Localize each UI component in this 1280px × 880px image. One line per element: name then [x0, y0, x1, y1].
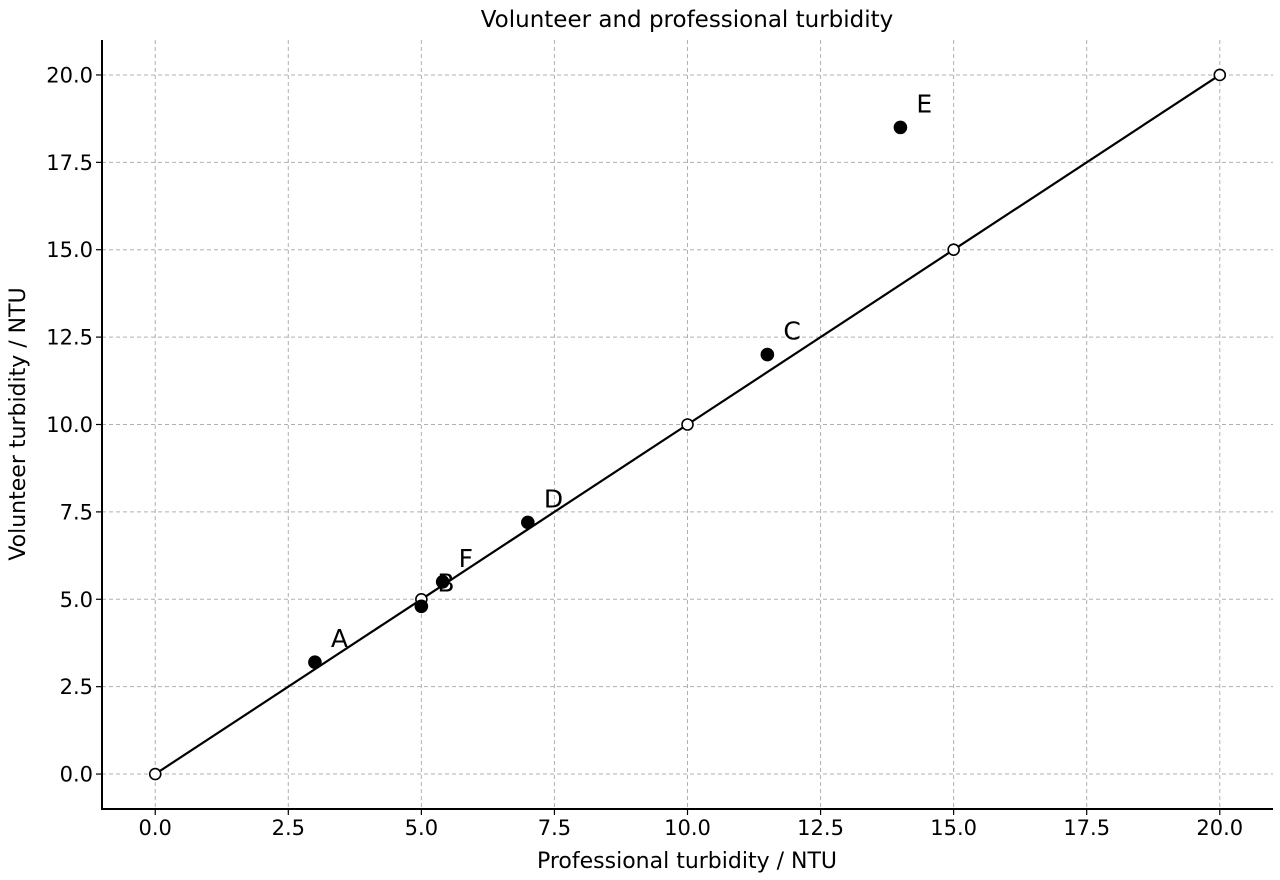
- point-label-c: C: [783, 317, 800, 346]
- reference-marker: [681, 418, 694, 431]
- x-tick-label: 12.5: [797, 816, 844, 840]
- y-tick-label: 5.0: [60, 588, 93, 612]
- x-tick-label: 2.5: [272, 816, 305, 840]
- reference-marker: [947, 243, 960, 257]
- y-tick-label: 12.5: [46, 326, 93, 350]
- y-tick-label: 7.5: [60, 500, 93, 524]
- x-tick-label: 20.0: [1196, 816, 1243, 840]
- data-point-a: [308, 655, 322, 669]
- data-point-e: [893, 120, 908, 135]
- y-tick-label: 20.0: [46, 63, 93, 87]
- y-tick-label: 17.5: [46, 151, 93, 175]
- point-label-f: F: [459, 544, 473, 573]
- data-point-b: [414, 599, 429, 614]
- data-points-layer: [308, 120, 908, 669]
- y-tick-label: 10.0: [46, 413, 93, 437]
- chart-title: Volunteer and professional turbidity: [481, 7, 894, 33]
- y-tick-label: 0.0: [60, 763, 93, 787]
- x-tick-label: 10.0: [664, 816, 711, 840]
- y-tick-label: 2.5: [60, 675, 93, 699]
- x-axis-title: Professional turbidity / NTU: [537, 849, 837, 874]
- data-point-f: [435, 574, 450, 589]
- reference-marker: [148, 767, 162, 781]
- reference-marker: [1213, 68, 1227, 82]
- point-labels-layer: A B C D E F: [331, 89, 932, 653]
- y-tick-label: 15.0: [46, 238, 93, 262]
- x-tick-label: 17.5: [1063, 816, 1110, 840]
- point-label-b: B: [437, 568, 454, 597]
- grid-layer: [102, 40, 1273, 809]
- data-point-c: [760, 347, 775, 362]
- point-label-d: D: [544, 484, 563, 513]
- point-label-a: A: [331, 624, 348, 653]
- y-axis-title: Volunteer turbidity / NTU: [6, 287, 31, 560]
- x-tick-label: 15.0: [930, 816, 977, 840]
- point-label-e: E: [916, 89, 932, 118]
- x-tick-label: 5.0: [405, 816, 438, 840]
- x-tick-label: 0.0: [139, 816, 172, 840]
- ticks-layer: 0.0 2.5 5.0 7.5 10.0 12.5 15.0 17.5 20.0 0.0 2.5 5.…: [46, 63, 1243, 840]
- x-tick-label: 7.5: [538, 816, 571, 840]
- data-point-d: [521, 515, 535, 530]
